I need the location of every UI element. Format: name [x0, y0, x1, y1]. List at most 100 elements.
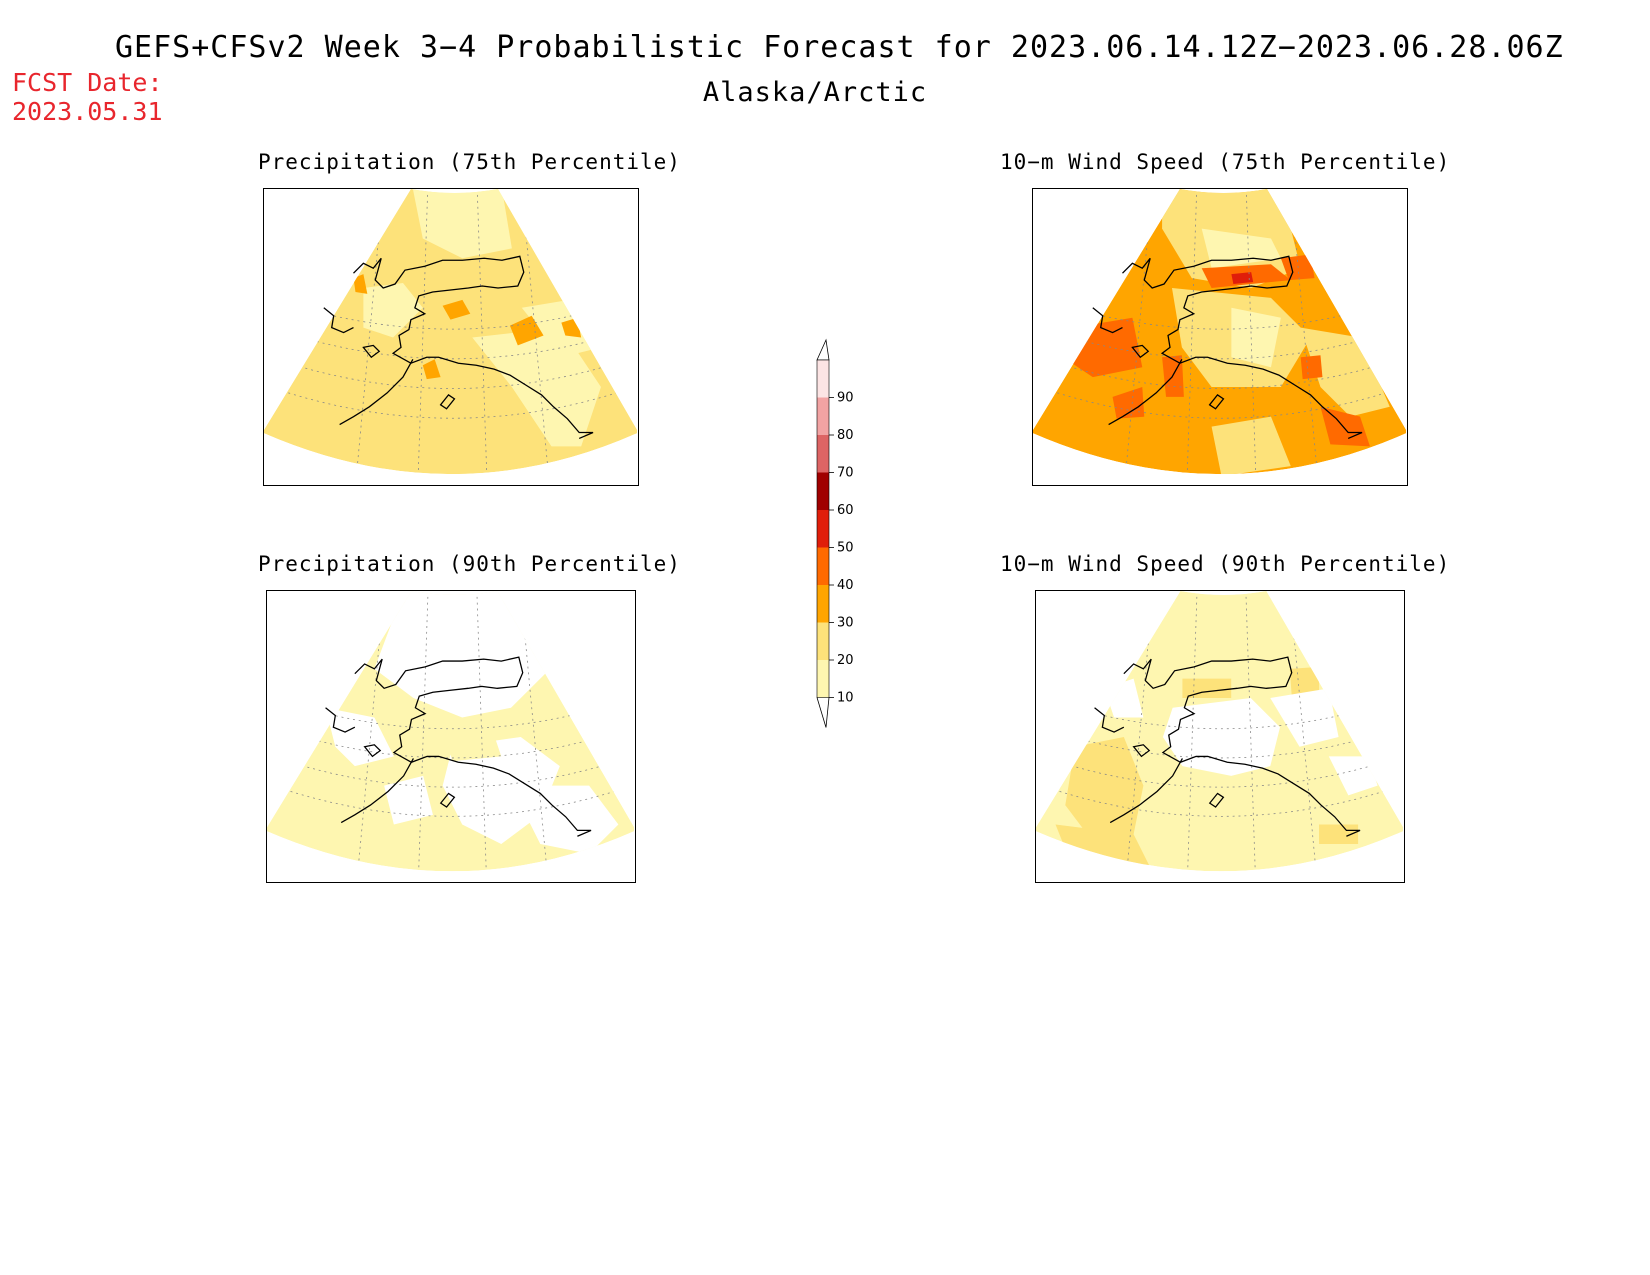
coastline-segment	[1108, 358, 1183, 426]
colorbar-bin	[817, 585, 829, 623]
colorbar: 90 80 70 60 50 40 30 20 10	[815, 330, 905, 740]
graticule	[264, 189, 637, 475]
longitude-line	[356, 591, 385, 872]
colorbar-bin	[817, 547, 829, 585]
coastline	[323, 255, 594, 440]
latitude-line	[267, 692, 634, 730]
colorbar-tick-label: 10	[837, 691, 854, 706]
longitude-line	[417, 189, 429, 475]
latitude-line	[264, 321, 637, 360]
graticule	[1033, 189, 1406, 475]
field-region	[1162, 698, 1281, 776]
colorbar-bottom-cap	[816, 697, 830, 728]
field-region	[1270, 688, 1339, 747]
map-wind-75	[1033, 189, 1406, 475]
panel-title-wind-75: 10−m Wind Speed (75th Percentile)	[1000, 150, 1451, 174]
colorbar-tick-label: 90	[837, 391, 854, 406]
field-region	[1328, 756, 1378, 796]
panel-title-precip-90: Precipitation (90th Percentile)	[258, 552, 681, 576]
coastline-segment	[439, 792, 456, 808]
colorbar-tick-label: 50	[837, 541, 854, 556]
longitude-line	[520, 591, 549, 872]
colorbar-scale: 90 80 70 60 50 40 30 20 10	[816, 338, 854, 728]
colorbar-tick-label: 30	[837, 616, 854, 631]
colorbar-bin	[817, 660, 829, 698]
field-region	[442, 299, 471, 320]
field-region	[472, 327, 601, 447]
latitude-line	[1036, 750, 1403, 788]
field-region	[353, 274, 368, 294]
coastline-segment	[339, 358, 414, 426]
field	[264, 189, 637, 475]
longitude-line	[1245, 591, 1257, 872]
coastline-segment	[1132, 744, 1151, 758]
colorbar-bin	[817, 510, 829, 548]
map-panel-precip-90	[266, 590, 636, 883]
colorbar-tick-label: 20	[837, 653, 854, 668]
coastline-segment	[1123, 656, 1361, 837]
field-region	[412, 189, 512, 259]
panel-title-wind-90: 10−m Wind Speed (90th Percentile)	[1000, 552, 1451, 576]
longitude-line	[1124, 189, 1153, 475]
coastline-segment	[340, 758, 414, 824]
colorbar-tick-label: 80	[837, 428, 854, 443]
coastline-segment	[362, 344, 381, 359]
coastline-segment	[1109, 758, 1183, 824]
field-region	[509, 315, 544, 346]
coastline	[1094, 656, 1361, 837]
longitude-line	[1186, 591, 1198, 872]
latitude-line	[267, 721, 634, 759]
field-region	[374, 591, 551, 718]
longitude-line	[417, 591, 429, 872]
figure-title: GEFS+CFSv2 Week 3−4 Probabilistic Foreca…	[115, 30, 1564, 65]
map-panel-wind-75	[1032, 188, 1408, 486]
colorbar-bin	[817, 360, 829, 398]
longitude-line	[1125, 591, 1154, 872]
field	[1036, 591, 1403, 872]
field	[267, 591, 634, 872]
map-precip-90	[267, 591, 634, 872]
field-region	[363, 283, 423, 338]
coastline-segment	[353, 255, 594, 440]
colorbar-tick-label: 70	[837, 466, 854, 481]
coastline	[325, 656, 592, 837]
colorbar-outline	[816, 359, 830, 698]
field-region	[1300, 327, 1390, 417]
longitude-line	[476, 189, 488, 475]
coastline-segment	[1131, 344, 1150, 359]
field-region	[1065, 736, 1144, 845]
latitude-line	[1036, 692, 1403, 730]
map-wind-90	[1036, 591, 1403, 872]
coastline-segment	[323, 307, 354, 334]
coastline-segment	[325, 707, 356, 733]
coastline-segment	[1208, 792, 1225, 808]
panel-title-precip-75: Precipitation (75th Percentile)	[258, 150, 681, 174]
latitude-line	[1036, 779, 1403, 817]
longitude-line	[476, 591, 488, 872]
field-region	[1211, 416, 1291, 475]
coastline-segment	[354, 656, 592, 837]
coastline-segment	[1208, 394, 1225, 410]
coastline-segment	[1092, 307, 1123, 334]
colorbar-tick-label: 40	[837, 578, 854, 593]
coastline-segment	[1122, 255, 1363, 440]
latitude-line	[267, 750, 634, 788]
longitude-line	[355, 189, 384, 475]
latitude-line	[264, 380, 637, 419]
field-region	[1231, 307, 1281, 368]
colorbar-tick-label: 60	[837, 503, 854, 518]
field-region	[1289, 666, 1320, 699]
field-region	[1300, 355, 1323, 380]
forecast-date-block: FCST Date: 2023.05.31	[12, 68, 163, 126]
figure-subtitle: Alaska/Arctic	[702, 77, 928, 108]
field-region	[511, 785, 619, 854]
latitude-line	[1036, 721, 1403, 759]
field-region	[422, 359, 441, 380]
latitude-line	[1033, 351, 1406, 389]
colorbar-bin	[817, 622, 829, 660]
latitude-line	[264, 351, 637, 389]
field	[1033, 189, 1406, 475]
longitude-line	[521, 189, 550, 475]
field-region	[442, 727, 502, 762]
coastline-segment	[1094, 707, 1125, 733]
